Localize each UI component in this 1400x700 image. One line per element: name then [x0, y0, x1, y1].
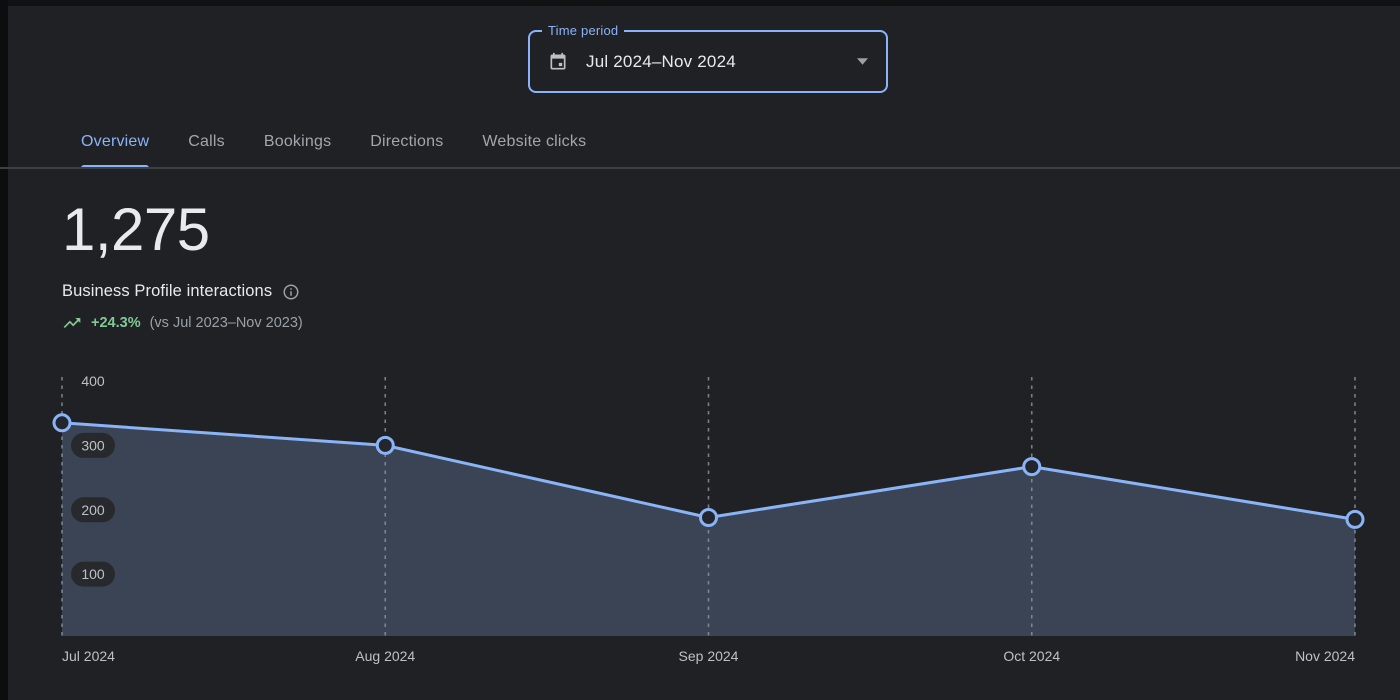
y-tick-label: 200 [81, 502, 105, 518]
trend-comparison: (vs Jul 2023–Nov 2023) [149, 315, 303, 331]
x-tick-label: Aug 2024 [355, 648, 415, 664]
tab-overview[interactable]: Overview [81, 115, 150, 168]
y-tick-pill [71, 497, 115, 523]
x-tick-label: Nov 2024 [1295, 648, 1355, 664]
data-point-jul-2024[interactable] [52, 413, 72, 433]
y-tick-label: 100 [81, 566, 105, 582]
x-tick-label: Oct 2024 [1003, 648, 1060, 664]
metric-label: Business Profile interactions [62, 282, 273, 300]
metric-label-row: Business Profile interactions [62, 282, 300, 301]
info-icon[interactable] [282, 283, 300, 301]
trending-up-icon [63, 318, 81, 328]
tab-website-clicks[interactable]: Website clicks [482, 115, 586, 168]
tab-label: Calls [188, 132, 225, 150]
y-tick-pill [71, 561, 115, 587]
window-edge-left [0, 0, 8, 700]
data-point-aug-2024[interactable] [375, 435, 395, 455]
tab-calls[interactable]: Calls [188, 115, 225, 168]
calendar-icon [550, 52, 566, 69]
time-period-selector[interactable]: Time period Jul 2024–Nov 2024 [528, 23, 888, 93]
active-tab-indicator [81, 165, 150, 168]
time-period-label: Time period [542, 23, 625, 38]
data-point-nov-2024[interactable] [1345, 509, 1365, 529]
trend-delta: +24.3% [91, 315, 141, 331]
y-tick-label: 400 [81, 373, 105, 389]
tab-label: Website clicks [482, 132, 587, 150]
tab-directions[interactable]: Directions [370, 115, 443, 168]
tab-label: Overview [81, 132, 150, 150]
metric-value: 1,275 [62, 196, 210, 263]
tab-label: Bookings [263, 132, 332, 150]
y-tick-pill [71, 432, 115, 458]
window-edge-top [0, 0, 1400, 6]
data-point-sep-2024[interactable] [699, 508, 718, 527]
chevron-down-icon [857, 58, 868, 65]
tab-bar: Overview Calls Bookings Directions Websi… [81, 115, 586, 168]
x-tick-label: Sep 2024 [679, 648, 739, 664]
trend-row: +24.3% (vs Jul 2023–Nov 2023) [62, 313, 303, 333]
tab-bar-divider [0, 167, 1400, 169]
y-tick-label: 300 [81, 437, 105, 453]
tab-label: Directions [370, 132, 444, 150]
data-point-oct-2024[interactable] [1022, 457, 1042, 477]
time-period-value: Jul 2024–Nov 2024 [586, 51, 736, 71]
tab-bookings[interactable]: Bookings [264, 115, 331, 168]
x-tick-label: Jul 2024 [62, 648, 115, 664]
